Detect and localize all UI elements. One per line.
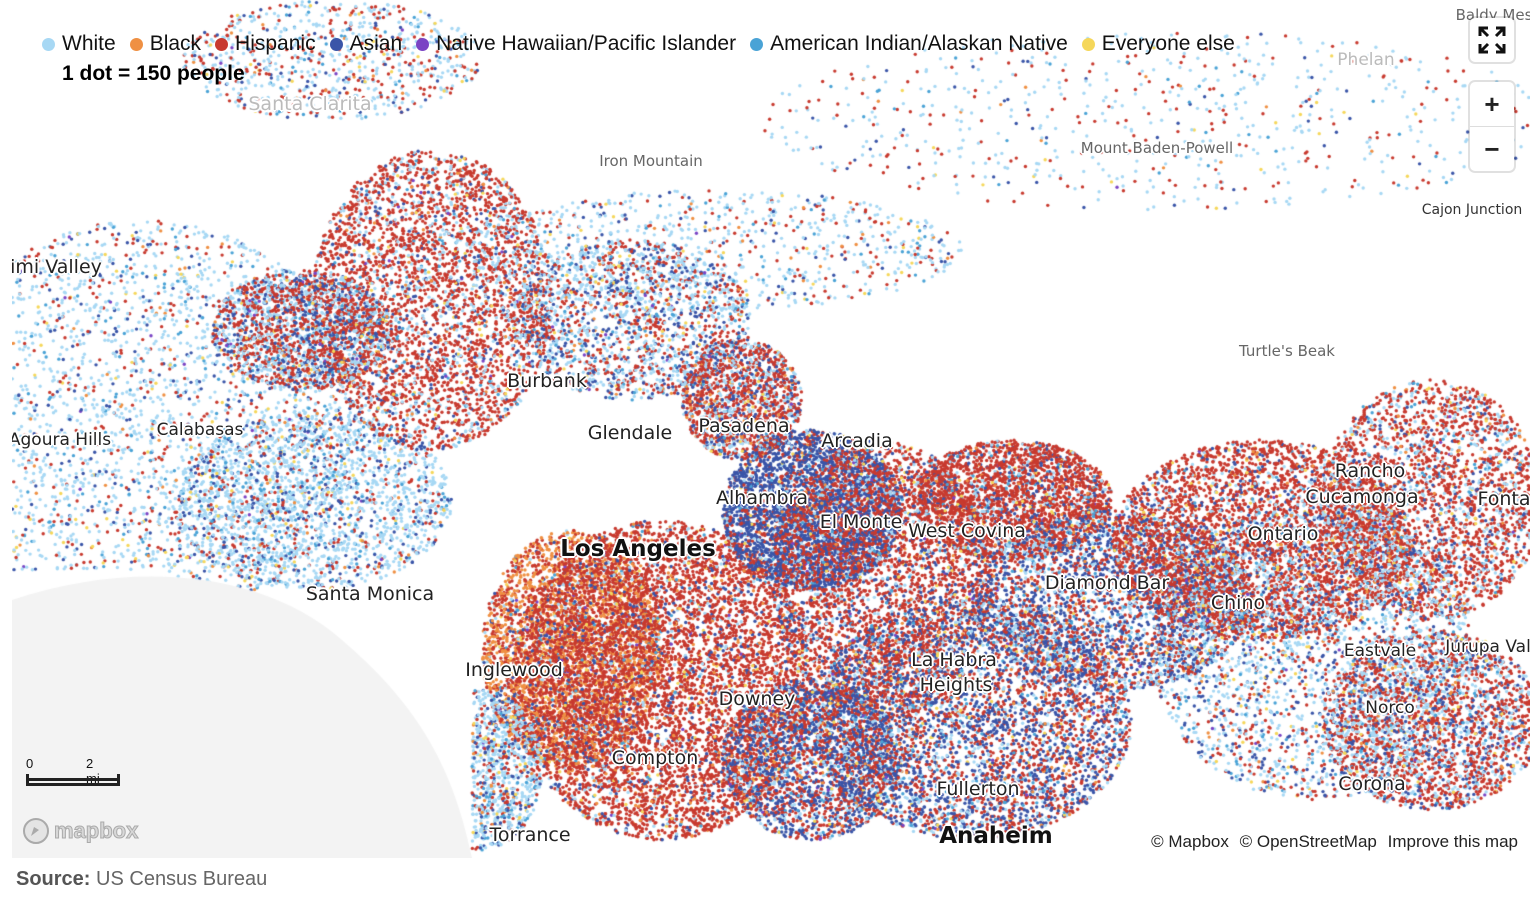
dot-density-map[interactable]: Baldy Mes Phelan Santa Clarita Iron Moun… bbox=[12, 0, 1530, 858]
fullscreen-button[interactable] bbox=[1470, 18, 1514, 62]
place-label-la-habra-heights-line2: Heights bbox=[919, 674, 993, 696]
mapbox-attribution-link[interactable]: © Mapbox bbox=[1151, 832, 1229, 851]
place-label-eastvale: Eastvale bbox=[1343, 641, 1417, 661]
place-label-el-monte: El Monte bbox=[819, 511, 903, 533]
place-label-downey: Downey bbox=[718, 688, 796, 710]
source-prefix: Source: bbox=[16, 868, 91, 890]
legend-item-asian: Asian bbox=[329, 32, 403, 56]
place-label-la-habra-heights-line1: La Habra bbox=[911, 649, 997, 671]
scale-labels: 0 2 mi bbox=[26, 756, 100, 786]
source-text: US Census Bureau bbox=[96, 868, 268, 890]
legend-item-pacific-islander: Native Hawaiian/Pacific Islander bbox=[416, 32, 736, 56]
source-note: Source: US Census Bureau bbox=[16, 868, 267, 891]
place-label-glendale: Glendale bbox=[587, 422, 673, 444]
place-label-rancho-cucamonga-line2: Cucamonga bbox=[1305, 486, 1419, 508]
mapbox-logo-text: mapbox bbox=[53, 818, 139, 844]
legend-swatch bbox=[750, 37, 764, 51]
place-label-turtles-beak: Turtle's Beak bbox=[1239, 342, 1335, 360]
fullscreen-icon bbox=[1478, 26, 1506, 54]
map-attribution: © Mapbox © OpenStreetMap Improve this ma… bbox=[1141, 830, 1522, 854]
place-label-diamond-bar: Diamond Bar bbox=[1044, 572, 1170, 594]
place-label-ontario: Ontario bbox=[1247, 523, 1319, 545]
legend-item-everyone-else: Everyone else bbox=[1081, 32, 1235, 56]
legend-label: American Indian/Alaskan Native bbox=[770, 32, 1068, 55]
place-label-simi-valley: imi Valley bbox=[12, 256, 102, 278]
legend-label: Asian bbox=[349, 32, 403, 55]
place-label-west-covina: West Covina bbox=[908, 520, 1026, 542]
legend-item-white: White bbox=[42, 32, 116, 56]
place-label-iron-mountain: Iron Mountain bbox=[599, 152, 703, 170]
place-label-inglewood: Inglewood bbox=[465, 659, 563, 681]
legend-swatch bbox=[215, 37, 229, 51]
legend-swatch bbox=[42, 37, 55, 51]
mapbox-logo-icon bbox=[23, 818, 49, 844]
legend-swatch bbox=[129, 37, 143, 51]
place-label-jurupa-valley: Jurupa Val bbox=[1445, 637, 1530, 657]
place-label-corona: Corona bbox=[1338, 773, 1406, 795]
legend-label: Native Hawaiian/Pacific Islander bbox=[436, 32, 737, 55]
improve-map-link[interactable]: Improve this map bbox=[1387, 832, 1518, 851]
map-controls: + − bbox=[1470, 18, 1514, 171]
legend-swatch bbox=[1081, 37, 1095, 51]
place-label-rancho-cucamonga-line1: Rancho bbox=[1334, 460, 1406, 482]
zoom-out-button[interactable]: − bbox=[1470, 126, 1514, 171]
place-label-pasadena: Pasadena bbox=[698, 415, 790, 437]
scale-start-label: 0 bbox=[26, 756, 34, 771]
place-label-arcadia: Arcadia bbox=[821, 430, 893, 452]
place-label-compton: Compton bbox=[611, 747, 699, 769]
place-label-norco: Norco bbox=[1365, 698, 1415, 718]
place-label-santa-monica: Santa Monica bbox=[305, 583, 435, 605]
legend-item-american-indian: American Indian/Alaskan Native bbox=[750, 32, 1068, 56]
legend-label: White bbox=[62, 32, 116, 55]
map-legend: White Black Hispanic Asian Native Hawaii… bbox=[42, 32, 1235, 56]
place-label-agoura-hills: Agoura Hills bbox=[12, 430, 112, 450]
place-label-cajon-junction: Cajon Junction bbox=[1421, 202, 1523, 218]
population-dots bbox=[12, 0, 1530, 858]
place-label-fullerton: Fullerton bbox=[936, 778, 1020, 800]
osm-attribution-link[interactable]: © OpenStreetMap bbox=[1239, 832, 1377, 851]
place-label-mount-baden-powell: Mount Baden-Powell bbox=[1080, 139, 1234, 157]
scale-bar bbox=[26, 774, 120, 786]
legend-item-black: Black bbox=[129, 32, 202, 56]
place-label-burbank: Burbank bbox=[507, 370, 587, 392]
dot-scale-note: 1 dot = 150 people bbox=[62, 62, 245, 85]
place-label-alhambra: Alhambra bbox=[716, 487, 808, 509]
place-label-chino: Chino bbox=[1210, 592, 1266, 614]
place-label-torrance: Torrance bbox=[489, 824, 571, 846]
legend-label: Everyone else bbox=[1101, 32, 1235, 55]
zoom-in-button[interactable]: + bbox=[1484, 88, 1500, 119]
legend-label: Black bbox=[149, 32, 202, 55]
legend-swatch bbox=[329, 37, 343, 51]
place-label-phelan: Phelan bbox=[1337, 50, 1395, 70]
place-label-anaheim: Anaheim bbox=[939, 823, 1053, 849]
legend-swatch bbox=[416, 37, 430, 51]
place-label-santa-clarita: Santa Clarita bbox=[248, 93, 372, 115]
place-label-los-angeles: Los Angeles bbox=[560, 536, 716, 562]
legend-label: Hispanic bbox=[235, 32, 316, 55]
legend-item-hispanic: Hispanic bbox=[215, 32, 316, 56]
place-label-fontana: Fonta bbox=[1477, 488, 1530, 510]
place-label-calabasas: Calabasas bbox=[156, 420, 244, 440]
mapbox-logo[interactable]: mapbox bbox=[22, 817, 139, 845]
